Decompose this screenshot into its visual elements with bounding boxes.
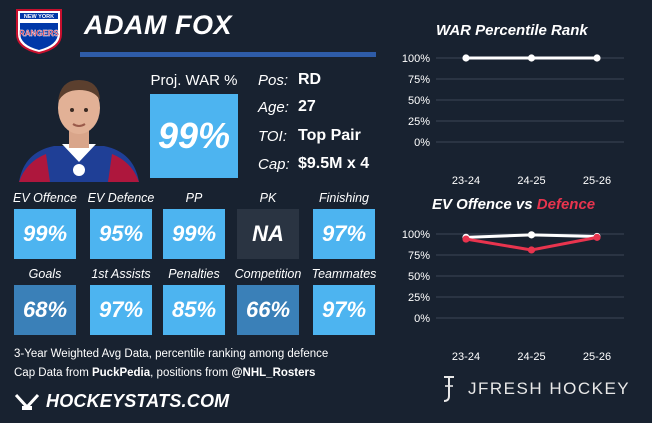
war-chart-xtick-label: 23-24 bbox=[452, 175, 480, 187]
ev-chart-title-part1: EV Offence vs bbox=[432, 196, 537, 213]
info-label-pos: Pos: bbox=[258, 72, 289, 89]
logo-text-line1: NEW YORK bbox=[24, 14, 54, 20]
war-chart-series-0-point bbox=[462, 54, 470, 62]
stat-label-goals: Goals bbox=[28, 267, 62, 281]
ev-chart-series-1-point bbox=[593, 233, 601, 241]
stat-label-teammates: Teammates bbox=[311, 267, 377, 281]
player-name: ADAM FOX bbox=[84, 10, 232, 40]
stat-tile-competition: 66% bbox=[237, 285, 299, 335]
ev-chart-title-part2: Defence bbox=[536, 196, 596, 213]
war-chart-xtick-label: 25-26 bbox=[583, 175, 611, 187]
stat-tile-ev-offence: 99% bbox=[14, 209, 76, 259]
nhl-rosters-link[interactable]: @NHL_Rosters bbox=[231, 367, 316, 379]
ev-chart-xtick-label: 24-25 bbox=[517, 351, 545, 363]
info-value-age: 27 bbox=[298, 98, 316, 115]
proj-war-tile: 99% bbox=[150, 94, 238, 178]
logo-text-line2: RANGERS bbox=[19, 29, 60, 38]
ev-chart-ytick-label: 75% bbox=[408, 250, 430, 262]
watermark-text: JFRESH HOCKEY bbox=[468, 379, 631, 398]
stat-tile-penalties: 85% bbox=[163, 285, 225, 335]
ev-chart-series-1-point bbox=[462, 235, 470, 243]
ev-chart-ytick-label: 25% bbox=[408, 292, 430, 304]
war-chart-series-0-point bbox=[593, 54, 601, 62]
war-percentile-chart: 100% 75% 50% 25% 0% 23-24 24-25 25-26 bbox=[402, 53, 624, 187]
stat-tile-pk: NA bbox=[237, 209, 299, 259]
war-chart-ytick-label: 100% bbox=[402, 53, 430, 65]
war-chart-ytick-label: 0% bbox=[414, 137, 430, 149]
info-label-age: Age: bbox=[258, 99, 289, 116]
ev-chart-xtick-label: 25-26 bbox=[583, 351, 611, 363]
stat-label-pk: PK bbox=[259, 191, 277, 205]
stat-tile-goals: 68% bbox=[14, 285, 76, 335]
ev-chart-series-1-point bbox=[527, 246, 536, 254]
watermark: JFRESH HOCKEY bbox=[438, 374, 630, 404]
info-value-toi: Top Pair bbox=[298, 127, 361, 144]
war-chart-ytick-label: 75% bbox=[408, 74, 430, 86]
stat-tile-1st-assists: 97% bbox=[90, 285, 152, 335]
war-chart-xtick-label: 24-25 bbox=[517, 175, 545, 187]
rangers-logo: NEW YORK RANGERS bbox=[16, 9, 62, 54]
war-chart-ytick-label: 25% bbox=[408, 116, 430, 128]
info-value-cap: $9.5M x 4 bbox=[298, 155, 370, 172]
war-chart-ytick-label: 50% bbox=[408, 95, 430, 107]
proj-war-label: Proj. WAR % bbox=[150, 72, 238, 89]
ev-chart-title: EV Offence vs Defence bbox=[432, 196, 595, 213]
stat-tile-finishing: 97% bbox=[313, 209, 375, 259]
ev-chart-ytick-label: 100% bbox=[402, 229, 430, 241]
player-headshot bbox=[19, 80, 139, 182]
brand-text: HOCKEYSTATS.COM bbox=[46, 391, 230, 411]
stat-label-finishing: Finishing bbox=[318, 191, 370, 205]
puckpedia-link[interactable]: PuckPedia bbox=[91, 367, 151, 379]
stat-label-1st-assists: 1st Assists bbox=[91, 267, 151, 281]
stat-label-penalties: Penalties bbox=[168, 267, 220, 281]
stat-label-ev-offence: EV Offence bbox=[13, 191, 77, 205]
source-note: Cap Data from PuckPedia, positions from … bbox=[14, 367, 315, 379]
ev-chart-series-0-point bbox=[527, 231, 536, 239]
stat-tile-pp: 99% bbox=[163, 209, 225, 259]
stat-tile-teammates: 97% bbox=[313, 285, 375, 335]
source-note-text-2: , positions from bbox=[150, 367, 232, 379]
ev-chart-ytick-label: 50% bbox=[408, 271, 430, 283]
stat-label-ev-defence: EV Defence bbox=[87, 191, 155, 205]
ev-chart-ytick-label: 0% bbox=[414, 313, 430, 325]
hockeystats-logo-icon bbox=[14, 393, 40, 410]
ev-offence-defence-chart: 100% 75% 50% 25% 0% 23-24 24-25 25-26 bbox=[402, 229, 624, 363]
stat-label-competition: Competition bbox=[234, 267, 302, 281]
stat-label-pp: PP bbox=[185, 191, 203, 205]
info-label-toi: TOI: bbox=[258, 128, 287, 145]
jfresh-logo-icon bbox=[443, 376, 454, 402]
data-note: 3-Year Weighted Avg Data, percentile ran… bbox=[14, 348, 329, 360]
info-label-cap: Cap: bbox=[258, 156, 290, 173]
stat-tile-ev-defence: 95% bbox=[90, 209, 152, 259]
name-underline bbox=[80, 52, 376, 57]
source-note-text-1: Cap Data from bbox=[14, 367, 92, 379]
war-chart-series-0-point bbox=[527, 54, 536, 62]
ev-chart-xtick-label: 23-24 bbox=[452, 351, 480, 363]
info-value-pos: RD bbox=[298, 71, 322, 88]
brand: HOCKEYSTATS.COM bbox=[14, 391, 229, 412]
war-chart-title: WAR Percentile Rank bbox=[436, 22, 588, 39]
